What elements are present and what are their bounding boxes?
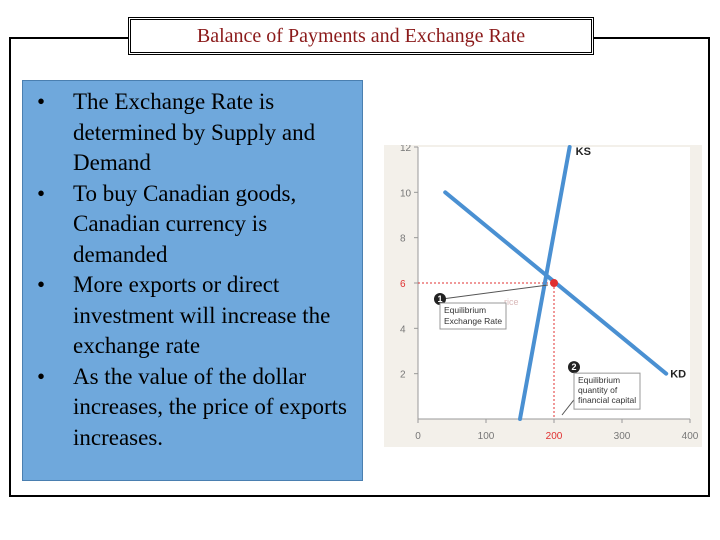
- x-tick-label: 200: [546, 431, 563, 442]
- title-box: Balance of Payments and Exchange Rate: [128, 17, 594, 55]
- y-tick-label: 8: [400, 234, 406, 245]
- bullet-dot: •: [36, 363, 46, 389]
- bullet-item: • The Exchange Rate is determined by Sup…: [23, 87, 362, 179]
- annotation-1-text: Equilibrium: [444, 305, 486, 315]
- annotation-1-text: Exchange Rate: [444, 316, 502, 326]
- x-tick-label: 0: [415, 431, 421, 442]
- y-tick-label: 12: [400, 145, 412, 154]
- bullet-item: • More exports or direct investment will…: [23, 270, 362, 362]
- annotation-2-marker: [568, 361, 580, 374]
- annotation-1-marker: [434, 293, 446, 305]
- annotation-1-leader: [441, 284, 549, 300]
- x-tick-label: 100: [478, 431, 495, 442]
- bullet-panel: • The Exchange Rate is determined by Sup…: [22, 80, 363, 481]
- bullet-list: • The Exchange Rate is determined by Sup…: [23, 87, 362, 453]
- annotation-2-text: financial capital: [578, 395, 636, 405]
- annotation-1-number: 1: [437, 294, 442, 304]
- series-label-kd: KD: [670, 369, 686, 381]
- annotation-2-number: 2: [571, 362, 576, 372]
- bullet-dot: •: [36, 89, 46, 114]
- bullet-text: As the value of the dollar increases, th…: [73, 363, 347, 450]
- series-label-ks: KS: [576, 146, 591, 158]
- chart-panel: 2 4 6 8 10 12 0 100 200 300 400 KS KD rice 1 Equilibriu…: [384, 143, 702, 447]
- series-line-ks: [518, 145, 572, 421]
- annotation-2-text: quantity of: [578, 385, 618, 395]
- faint-label: rice: [504, 297, 519, 307]
- slide-title: Balance of Payments and Exchange Rate: [196, 24, 526, 47]
- annotation-2-box: [573, 372, 641, 410]
- bullet-dot: •: [36, 180, 46, 206]
- annotation-1-box: [439, 302, 507, 330]
- y-tick-label: 6: [400, 279, 406, 290]
- bullet-text: The Exchange Rate is determined by Suppl…: [73, 89, 316, 175]
- equilibrium-point: [550, 279, 558, 287]
- annotation-2-text: Equilibrium: [578, 375, 620, 385]
- bullet-dot: •: [36, 272, 46, 297]
- bullet-item: • To buy Canadian goods, Canadian curren…: [23, 179, 362, 271]
- x-tick-label: 300: [614, 431, 631, 442]
- y-tick-label: 2: [400, 370, 406, 381]
- bullet-text: More exports or direct investment will i…: [73, 272, 331, 358]
- bullet-text: To buy Canadian goods, Canadian currency…: [73, 180, 297, 267]
- bullet-item: • As the value of the dollar increases, …: [23, 362, 362, 454]
- y-tick-label: 4: [400, 324, 406, 335]
- y-tick-label: 10: [400, 188, 412, 199]
- x-tick-label: 400: [682, 431, 699, 442]
